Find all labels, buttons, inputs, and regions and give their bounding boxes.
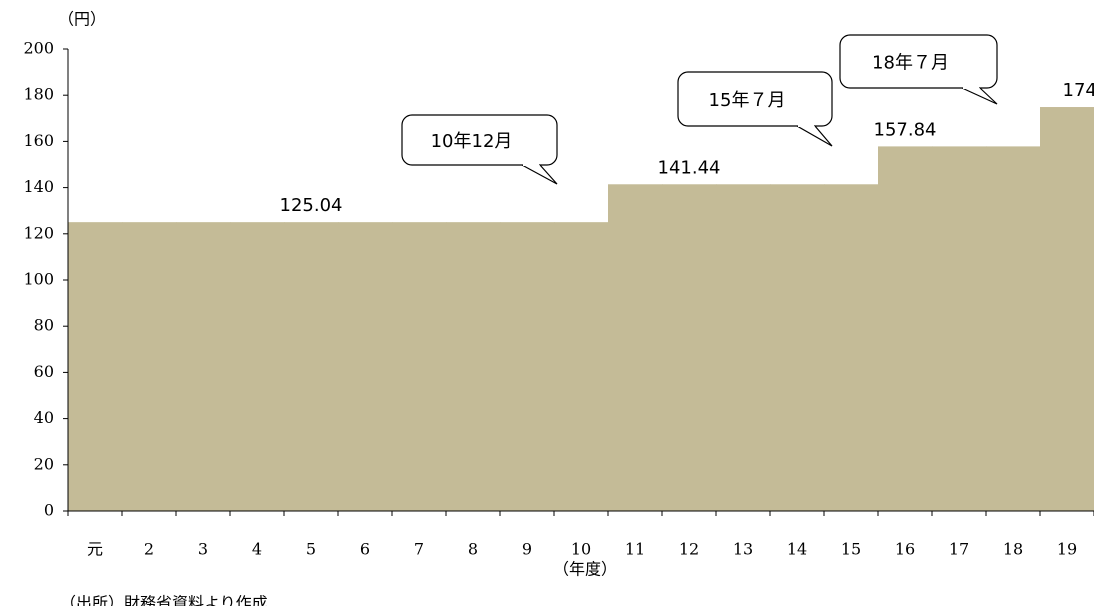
- callout-tail: [521, 164, 558, 185]
- step-segment: [446, 222, 501, 511]
- y-tick-label: 200: [23, 39, 54, 58]
- x-tick-label: 8: [468, 540, 478, 559]
- value-label: 174.88: [1063, 80, 1094, 101]
- x-tick-label: 17: [949, 540, 969, 559]
- annotation: 10年12月: [431, 131, 513, 152]
- y-tick-label: 0: [44, 501, 54, 520]
- x-tick-label: 19: [1057, 540, 1077, 559]
- step-segment: [68, 222, 123, 511]
- callout-box: [677, 71, 833, 127]
- x-tick-label: 18: [1003, 540, 1023, 559]
- annotation: 18年７月: [872, 53, 949, 74]
- step-segment: [392, 222, 447, 511]
- step-segment: [338, 222, 393, 511]
- value-label: 125.04: [280, 195, 343, 216]
- step-segment: [554, 222, 609, 511]
- step-segment: [284, 222, 339, 511]
- y-tick-label: 60: [34, 362, 54, 381]
- x-tick-label: 10: [571, 540, 591, 559]
- x-tick-label: 15: [841, 540, 861, 559]
- x-tick-label: 13: [733, 540, 753, 559]
- step-segment: [716, 184, 771, 511]
- value-label: 141.44: [658, 157, 721, 178]
- x-tick-label: 4: [252, 540, 262, 559]
- step-segment: [500, 222, 555, 511]
- y-tick-label: 160: [23, 131, 54, 150]
- step-segment: [770, 184, 825, 511]
- callout-box: [839, 34, 998, 89]
- source-note: （出所）財務省資料より作成: [60, 594, 268, 606]
- x-axis-label: （年度）: [553, 560, 617, 579]
- step-segment: [932, 146, 987, 512]
- y-tick-label: 40: [34, 408, 54, 427]
- x-tick-label: 2: [144, 540, 154, 559]
- callout-tail: [796, 125, 833, 147]
- step-segment: [878, 146, 933, 512]
- x-tick-label: 9: [522, 540, 532, 559]
- y-tick-label: 20: [34, 454, 54, 473]
- x-tick-label: 6: [360, 540, 370, 559]
- step-segment: [1040, 107, 1094, 512]
- y-tick-label: 80: [34, 316, 54, 335]
- x-tick-label: 12: [679, 540, 699, 559]
- x-tick-label: 元: [87, 540, 103, 559]
- step-segment: [176, 222, 231, 511]
- y-tick-label: 180: [23, 85, 54, 104]
- y-tick-label: 140: [23, 177, 54, 196]
- step-segment: [986, 146, 1041, 512]
- step-segment: [230, 222, 285, 511]
- x-tick-label: 7: [414, 540, 424, 559]
- x-tick-label: 11: [625, 540, 645, 559]
- annotation: 15年７月: [709, 90, 786, 111]
- callout-tail: [961, 87, 998, 105]
- unit-label: （円）: [58, 10, 106, 29]
- x-tick-label: 16: [895, 540, 915, 559]
- x-tick-label: 3: [198, 540, 208, 559]
- x-tick-label: 14: [787, 540, 807, 559]
- x-tick-label: 5: [306, 540, 316, 559]
- step-segment: [824, 184, 879, 511]
- step-segment: [662, 184, 717, 511]
- y-tick-label: 100: [23, 270, 54, 289]
- callout-box: [401, 114, 558, 166]
- y-tick-label: 120: [23, 223, 54, 242]
- step-segment: [608, 184, 663, 511]
- value-label: 157.84: [874, 119, 937, 140]
- step-segment: [122, 222, 177, 511]
